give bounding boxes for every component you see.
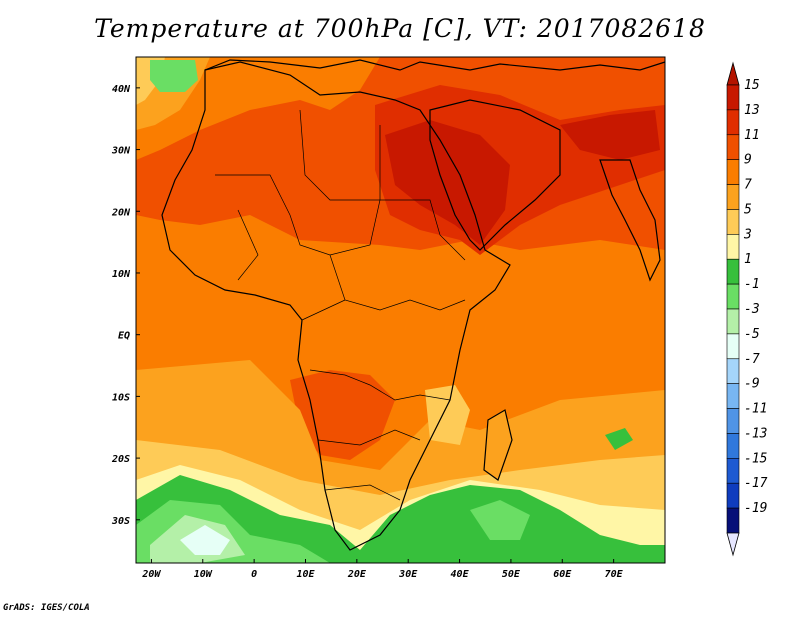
colorbar-label: -7 — [744, 352, 760, 367]
colorbar-label: 5 — [744, 202, 752, 217]
colorbar-swatch — [726, 234, 740, 260]
colorbar-label: 11 — [744, 128, 760, 143]
colorbar-label: 1 — [744, 252, 752, 267]
lat-tick-label: 40N — [112, 84, 131, 95]
colorbar-swatch — [726, 358, 740, 384]
colorbar: 15 13 11 9 7 5 3 1 -1 -3 -5 -7 -9 -11 -13 -15 -17 -19 — [726, 61, 768, 557]
colorbar-label: -17 — [744, 476, 768, 491]
lat-tick-label: 10N — [112, 269, 131, 280]
colorbar-swatch — [726, 482, 740, 509]
lon-tick-label: 20W — [141, 569, 161, 580]
lon-tick-label: 70E — [605, 569, 624, 580]
india-coastline — [599, 159, 661, 282]
colorbar-swatch — [726, 109, 740, 136]
colorbar-swatch — [726, 134, 740, 160]
colorbar-label: 9 — [744, 153, 752, 168]
map-title: Temperature at 700hPa [C], VT: 201708261… — [94, 14, 706, 43]
europe-coastline — [204, 59, 666, 71]
colorbar-bottom-arrow — [726, 532, 740, 557]
field-madagascar-yellow — [425, 385, 470, 445]
lon-tick-label: 40E — [451, 569, 470, 580]
lat-tick-label: 30S — [111, 516, 130, 527]
africa-coastline — [161, 61, 511, 551]
colorbar-label: -19 — [744, 501, 767, 516]
country-borders — [215, 109, 466, 501]
border-3 — [380, 199, 466, 261]
colorbar-label: -3 — [744, 302, 760, 317]
field-southern-warm — [290, 370, 395, 460]
colorbar-top-arrow — [726, 61, 740, 86]
field-arabia-core — [385, 120, 510, 245]
lon-tick-label: 10W — [194, 569, 213, 580]
lat-tick-label: EQ — [118, 331, 130, 342]
field-indian-ocean-green-a — [470, 500, 530, 540]
colorbar-swatch — [726, 209, 740, 235]
border-1 — [215, 125, 381, 256]
colorbar-swatch — [726, 507, 740, 534]
colorbar-swatch — [726, 258, 740, 285]
lon-tick-label: 50E — [502, 569, 521, 580]
lon-tick-label: 10E — [296, 569, 315, 580]
field-iran-core — [560, 110, 660, 160]
field-atlantic-green — [150, 60, 198, 92]
colorbar-swatch — [726, 433, 740, 459]
colorbar-swatch — [726, 333, 740, 360]
colorbar-swatch — [726, 184, 740, 210]
colorbar-label: 7 — [744, 178, 752, 193]
border-2 — [299, 109, 380, 201]
colorbar-swatch — [726, 308, 740, 335]
colorbar-label: -9 — [744, 377, 760, 392]
border-6 — [309, 369, 451, 401]
lon-tick-label: 60E — [553, 569, 572, 580]
colorbar-swatch — [726, 458, 740, 484]
lat-tick-label: 10S — [112, 392, 130, 403]
border-5 — [301, 299, 346, 321]
latitude-ticks: 40N 30N 20N 10N EQ 10S 20S 30S — [111, 84, 140, 527]
colorbar-label: 15 — [744, 78, 760, 93]
lon-tick-label: 20E — [347, 569, 367, 580]
colorbar-swatch — [726, 84, 740, 111]
colorbar-label: 3 — [743, 227, 752, 242]
colorbar-label: -15 — [744, 451, 768, 466]
colorbar-swatch — [726, 159, 740, 185]
temperature-field — [136, 57, 665, 563]
lat-tick-label: 20N — [111, 207, 131, 218]
map-frame — [135, 56, 666, 564]
colorbar-label: 13 — [744, 103, 760, 118]
colorbar-label: -5 — [744, 327, 760, 342]
lat-tick-label: 20S — [111, 454, 130, 465]
footer-credit: GrADS: IGES/COLA — [3, 603, 90, 613]
field-madagascar-island — [484, 410, 512, 480]
border-9 — [237, 209, 259, 281]
madagascar-coastline — [483, 409, 513, 481]
colorbar-label: -1 — [744, 277, 760, 292]
border-4 — [329, 254, 466, 311]
coastlines — [161, 59, 666, 551]
colorbar-label: -13 — [744, 426, 767, 441]
colorbar-label: -11 — [744, 402, 767, 417]
lat-tick-label: 30N — [111, 146, 131, 157]
colorbar-swatch — [726, 408, 740, 434]
lon-tick-label: 30E — [398, 569, 418, 580]
border-7 — [317, 429, 421, 446]
arabia-coastline — [429, 99, 561, 251]
longitude-ticks: 20W 10W 0 10E 20E 30E 40E 50E 60E 70E — [141, 559, 624, 580]
field-south-cold-patch — [180, 525, 230, 555]
colorbar-swatch — [726, 383, 740, 409]
border-8 — [324, 484, 401, 501]
colorbar-swatch — [726, 283, 740, 310]
lon-tick-label: 0 — [251, 569, 257, 580]
field-indian-ocean-green-b — [605, 428, 633, 450]
